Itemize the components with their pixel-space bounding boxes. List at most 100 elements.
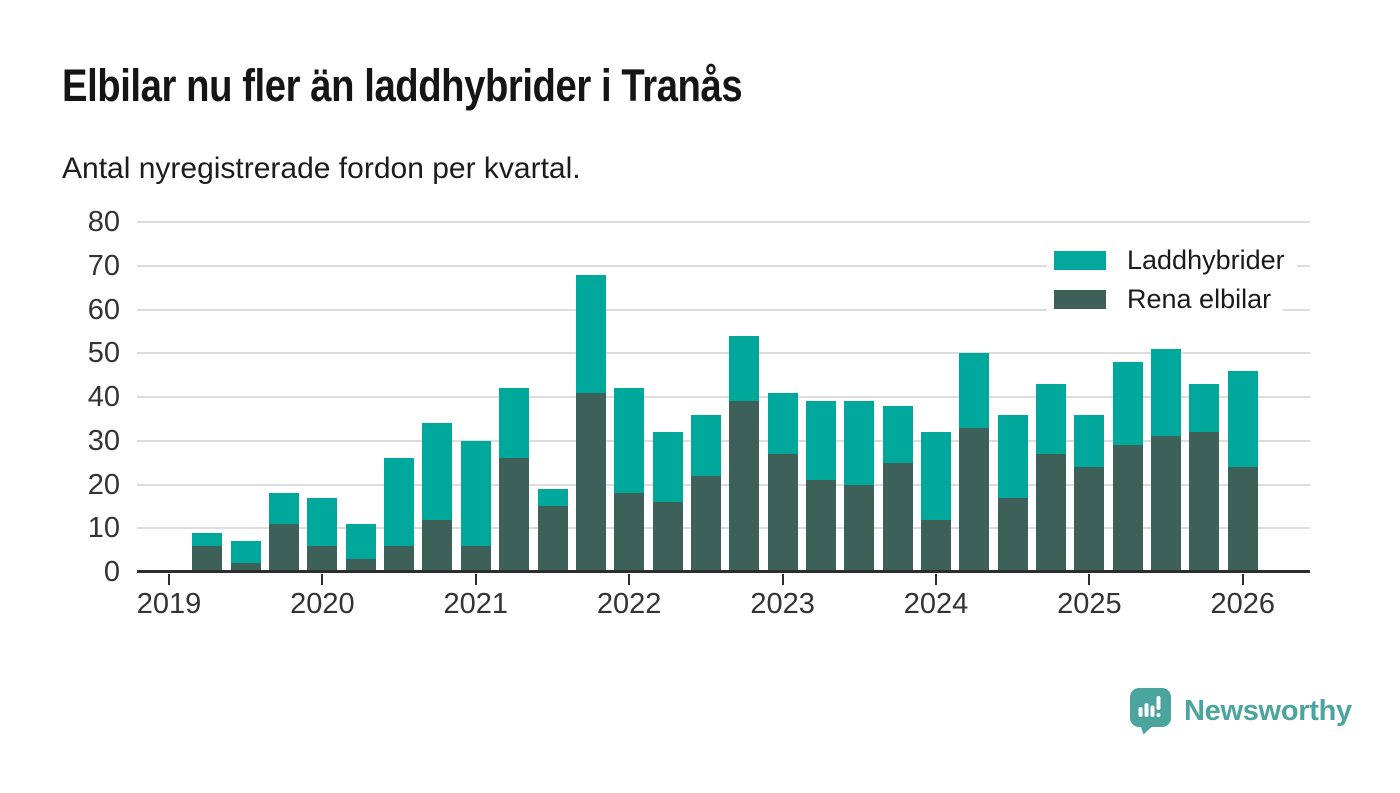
bar-segment-rena-elbilar (844, 484, 875, 572)
gridline (137, 396, 1310, 398)
bar-segment-rena-elbilar (422, 519, 453, 572)
bar-segment-laddhybrider (384, 458, 415, 546)
gridline (137, 221, 1310, 223)
x-axis-tick (1241, 574, 1244, 585)
x-axis-line (137, 570, 1310, 573)
x-axis-tick (474, 574, 477, 585)
x-axis-year-label: 2019 (136, 588, 202, 620)
bar-segment-laddhybrider (882, 405, 913, 463)
x-axis-year-label: 2021 (443, 588, 509, 620)
x-axis-tick (1088, 574, 1091, 585)
bar-segment-laddhybrider (422, 423, 453, 520)
bar-segment-laddhybrider (307, 497, 338, 546)
gridline (137, 308, 1310, 311)
legend-item-rena-elbilar: Rena elbilar (1047, 283, 1284, 314)
x-axis-tick (935, 574, 937, 585)
bar-segment-laddhybrider (614, 388, 645, 494)
bar-segment-laddhybrider (729, 335, 760, 402)
plot-area: 0 10 20 30 40 50 60 70 80 2019 2020 2021 2022 2023 202… (88, 206, 1310, 620)
gridline (137, 483, 1310, 486)
x-axis-year-label: 2022 (596, 588, 662, 620)
y-axis-tick-label: 60 (87, 293, 120, 326)
bar-segment-laddhybrider (805, 401, 836, 481)
y-axis-tick-label: 70 (87, 249, 120, 282)
chart-title: Elbilar nu fler än laddhybrider i Tranås (62, 60, 743, 111)
bar-segment-rena-elbilar (882, 462, 913, 572)
bar-segment-laddhybrider (1112, 362, 1143, 446)
bar-segment-rena-elbilar (1189, 432, 1220, 572)
bar-segment-laddhybrider (1151, 348, 1182, 437)
bar-segment-rena-elbilar (921, 519, 951, 572)
bar-segment-rena-elbilar (499, 458, 530, 572)
brand-name: Newsworthy (1184, 695, 1352, 727)
y-axis-tick-label: 30 (87, 424, 120, 457)
bar-segment-rena-elbilar (1151, 436, 1182, 572)
legend-swatch-laddhybrider (1054, 250, 1106, 270)
x-axis-year-label: 2024 (903, 588, 969, 620)
bar-segment-rena-elbilar (575, 392, 606, 572)
bar-segment-rena-elbilar (230, 563, 261, 572)
x-axis-year-label: 2020 (290, 588, 355, 620)
bar-segment-rena-elbilar (345, 558, 376, 572)
bar-segment-laddhybrider (997, 414, 1028, 498)
gridline (137, 527, 1310, 530)
bar-segment-laddhybrider (921, 432, 951, 520)
bar-segment-laddhybrider (652, 432, 683, 502)
legend-label: Laddhybrider (1127, 244, 1285, 275)
x-axis-tick (321, 574, 324, 585)
x-axis-year-label: 2025 (1057, 588, 1122, 620)
bar-segment-laddhybrider (1036, 383, 1067, 454)
y-axis-tick-label: 10 (87, 512, 120, 545)
bar-segment-rena-elbilar (805, 480, 836, 572)
x-axis-year-label: 2026 (1210, 588, 1276, 620)
bar-segment-laddhybrider (1189, 383, 1220, 432)
bar-segment-laddhybrider (499, 388, 530, 459)
bar-segment-rena-elbilar (460, 545, 491, 572)
y-axis-tick-label: 50 (87, 337, 120, 370)
x-axis-tick (168, 574, 170, 585)
brand-footer: Newsworthy (1130, 688, 1352, 735)
bar-segment-laddhybrider (460, 440, 491, 546)
bar-segment-rena-elbilar (1112, 445, 1143, 572)
bar-segment-rena-elbilar (959, 427, 990, 572)
legend-item-laddhybrider: Laddhybrider (1047, 244, 1297, 275)
bar-segment-laddhybrider (230, 541, 261, 564)
bar-segment-laddhybrider (1074, 414, 1105, 467)
y-axis-tick-label: 80 (87, 206, 120, 238)
y-axis-tick-label: 20 (87, 468, 120, 501)
bar-segment-rena-elbilar (767, 453, 798, 572)
gridline (137, 264, 1310, 267)
bar-segment-rena-elbilar (384, 545, 415, 572)
x-axis-tick (781, 574, 784, 585)
bar-segment-laddhybrider (1227, 370, 1258, 467)
bar-segment-rena-elbilar (537, 506, 568, 572)
newsworthy-logo-icon (1130, 688, 1171, 735)
legend-label: Rena elbilar (1127, 283, 1272, 314)
bar-segment-laddhybrider (575, 274, 606, 393)
legend-swatch-rena-elbilar (1054, 289, 1106, 309)
x-axis-tick (628, 574, 631, 585)
bar-segment-laddhybrider (690, 414, 721, 476)
y-axis-tick-label: 0 (103, 556, 120, 588)
y-axis-tick-label: 40 (87, 381, 120, 413)
bar-segment-laddhybrider (959, 353, 990, 428)
bar-segment-rena-elbilar (192, 545, 223, 572)
bar-segment-rena-elbilar (1227, 467, 1258, 572)
bar-segment-rena-elbilar (269, 523, 300, 572)
bar-segment-rena-elbilar (1036, 453, 1067, 572)
bar-segment-rena-elbilar (690, 475, 721, 572)
bar-segment-laddhybrider (844, 401, 875, 485)
bar-segment-rena-elbilar (1074, 467, 1105, 572)
bar-segment-rena-elbilar (307, 545, 338, 572)
bar-segment-rena-elbilar (997, 497, 1028, 572)
bar-segment-laddhybrider (767, 392, 798, 454)
bar-segment-laddhybrider (345, 523, 376, 559)
bar-segment-laddhybrider (537, 488, 568, 507)
bar-segment-laddhybrider (192, 532, 223, 546)
x-axis-year-label: 2023 (750, 588, 815, 620)
chart-subtitle: Antal nyregistrerade fordon per kvartal. (62, 152, 581, 185)
bar-segment-rena-elbilar (614, 493, 645, 572)
bar-segment-rena-elbilar (729, 401, 760, 572)
bar-segment-laddhybrider (269, 493, 300, 524)
